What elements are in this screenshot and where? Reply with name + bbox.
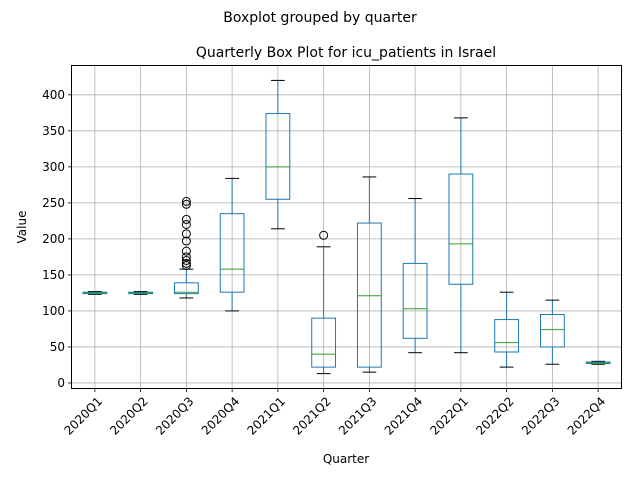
outlier-point xyxy=(181,229,191,239)
x-tick-label: 2020Q2 xyxy=(107,394,151,438)
y-tick-label: 0 xyxy=(57,376,65,390)
box-2022Q4 xyxy=(585,360,611,365)
box-iqr xyxy=(539,314,565,348)
y-tick-label: 150 xyxy=(42,268,65,282)
outlier-point xyxy=(181,199,191,209)
box-iqr xyxy=(494,319,520,353)
chart-title: Quarterly Box Plot for icu_patients in I… xyxy=(196,45,496,61)
plot-frame xyxy=(71,65,622,389)
box-2020Q1 xyxy=(82,290,108,295)
box-iqr xyxy=(265,113,291,200)
grid-lines xyxy=(72,66,621,388)
x-tick-label: 2022Q4 xyxy=(565,394,609,438)
y-tick-label: 250 xyxy=(42,196,65,210)
y-axis-ticks: 0 50 100 150 200 250 300 350 400 xyxy=(42,88,72,390)
x-tick-label: 2022Q1 xyxy=(427,394,471,438)
x-tick-label: 2022Q3 xyxy=(519,394,563,438)
y-axis-label: Value xyxy=(15,211,29,244)
box-2021Q1 xyxy=(265,79,291,230)
box-iqr xyxy=(402,262,428,339)
outlier-point xyxy=(181,236,191,246)
outlier-point xyxy=(181,258,191,268)
x-tick-label: 2021Q4 xyxy=(382,394,426,438)
box-iqr xyxy=(448,173,474,285)
outlier-point xyxy=(181,196,191,206)
box-2021Q2 xyxy=(311,230,337,375)
outlier-point xyxy=(181,246,191,256)
box-iqr xyxy=(311,317,337,368)
x-tick-label: 2021Q2 xyxy=(290,394,334,438)
box-2022Q1 xyxy=(448,117,474,354)
y-tick-label: 300 xyxy=(42,160,65,174)
box-iqr xyxy=(219,213,245,293)
x-tick-label: 2021Q3 xyxy=(336,394,380,438)
box-2020Q2 xyxy=(128,290,154,295)
box-iqr xyxy=(173,282,199,295)
box-2020Q4 xyxy=(219,177,245,312)
y-tick-label: 350 xyxy=(42,124,65,138)
figure-suptitle: Boxplot grouped by quarter xyxy=(223,10,417,26)
y-tick-label: 50 xyxy=(50,340,65,354)
box-2022Q3 xyxy=(539,299,565,365)
outlier-point xyxy=(181,261,191,271)
outlier-point xyxy=(181,255,191,265)
box-2021Q4 xyxy=(402,198,428,354)
plot-area xyxy=(82,79,611,375)
x-tick-label: 2020Q3 xyxy=(153,394,197,438)
outlier-point xyxy=(181,219,191,229)
outlier-point xyxy=(319,230,329,240)
x-tick-label: 2020Q4 xyxy=(199,394,243,438)
x-axis-label: Quarter xyxy=(323,452,369,466)
x-tick-label: 2021Q1 xyxy=(244,394,288,438)
outlier-point xyxy=(181,214,191,224)
box-2020Q3 xyxy=(173,196,199,299)
x-axis-ticks: 2020Q1 2020Q2 2020Q3 2020Q4 2021Q1 2021Q2 2021… xyxy=(61,388,608,438)
box-2022Q2 xyxy=(494,291,520,368)
outlier-point xyxy=(181,252,191,262)
box-2021Q3 xyxy=(356,176,382,373)
x-tick-label: 2020Q1 xyxy=(61,394,105,438)
y-tick-label: 200 xyxy=(42,232,65,246)
y-tick-label: 100 xyxy=(42,304,65,318)
box-iqr xyxy=(356,222,382,368)
y-tick-label: 400 xyxy=(42,88,65,102)
x-tick-label: 2022Q2 xyxy=(473,394,517,438)
